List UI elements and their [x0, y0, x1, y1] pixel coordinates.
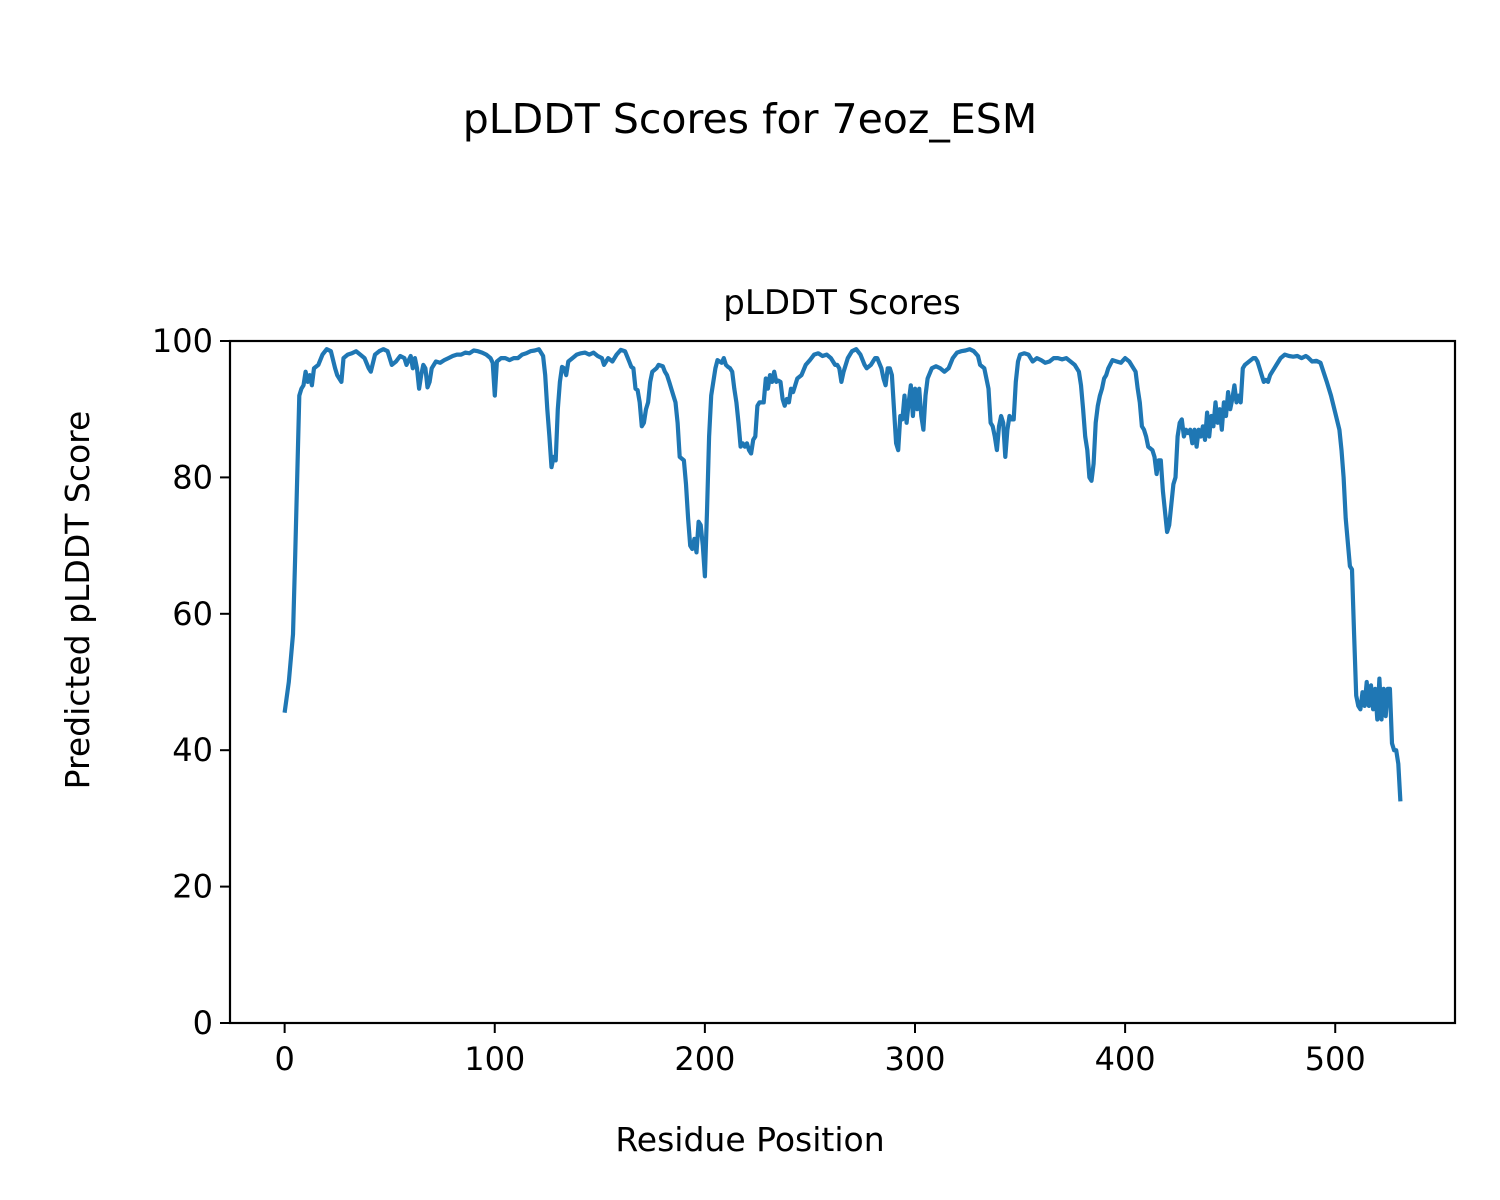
x-tick-label: 200 [674, 1040, 735, 1078]
y-tick-label: 0 [193, 1004, 213, 1042]
x-tick-label: 100 [464, 1040, 525, 1078]
x-tick-label: 400 [1095, 1040, 1156, 1078]
y-tick-label: 20 [172, 868, 213, 906]
x-axis-label: Residue Position [615, 1120, 884, 1159]
figure-suptitle: pLDDT Scores for 7eoz_ESM [463, 95, 1037, 143]
x-tick-label: 500 [1305, 1040, 1366, 1078]
x-axis-ticks: 0 100 200 300 400 500 [274, 1023, 1366, 1078]
y-tick-label: 100 [152, 322, 213, 360]
series-line-0 [282, 347, 1403, 802]
y-axis-label: Predicted pLDDT Score [58, 411, 97, 790]
y-tick-label: 80 [172, 458, 213, 496]
plot-area [282, 347, 1403, 802]
y-axis-ticks: 0 20 40 60 80 100 [152, 322, 230, 1042]
x-tick-label: 0 [274, 1040, 294, 1078]
y-tick-label: 40 [172, 731, 213, 769]
axes-frame [228, 339, 1457, 1025]
x-tick-label: 300 [884, 1040, 945, 1078]
y-tick-label: 60 [172, 595, 213, 633]
axes-title: pLDDT Scores [723, 283, 960, 323]
